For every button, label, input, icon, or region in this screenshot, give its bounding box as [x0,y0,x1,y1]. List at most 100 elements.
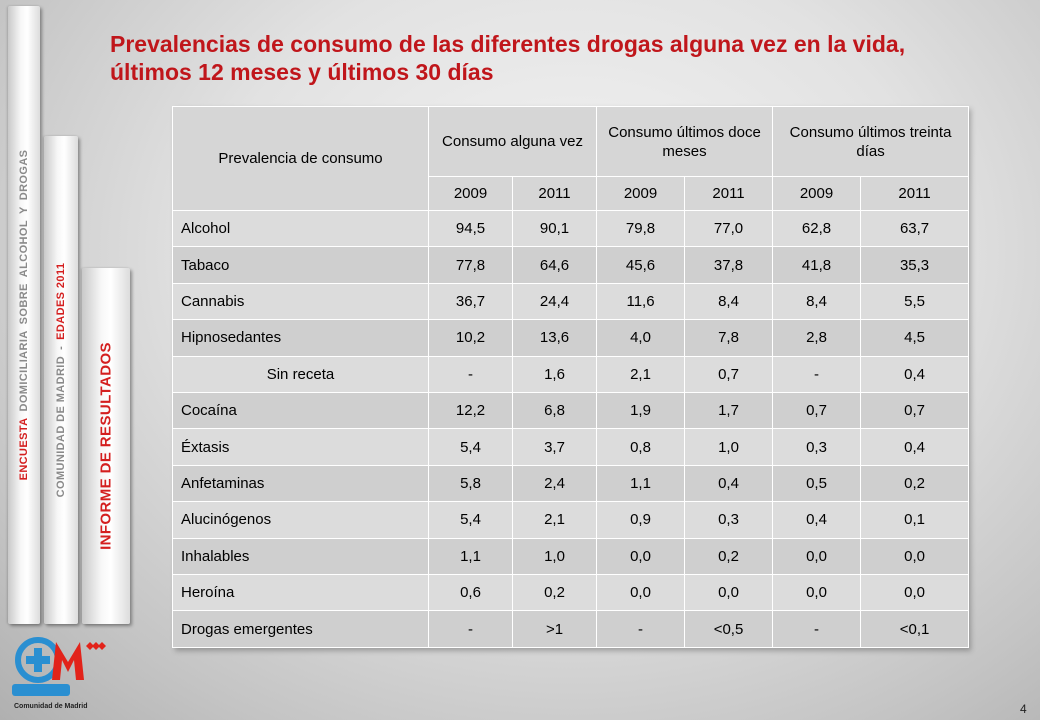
table-cell: 1,1 [596,464,686,503]
table-cell: 5,4 [428,428,513,466]
table-row: Anfetaminas 5,8 2,4 1,1 0,4 0,5 0,2 [172,464,970,503]
table-cell: <0,5 [684,610,774,648]
table-cell: 1,9 [596,392,686,430]
table-cell: 0,0 [772,537,862,576]
table-cell: 77,0 [684,209,774,248]
table-cell: 0,4 [860,428,970,466]
survey-word: SOBRE [18,283,30,325]
row-label: Tabaco [172,246,429,284]
table-cell: 2,1 [511,501,598,539]
table-cell: 94,5 [428,209,513,248]
prevalence-table-container: Prevalencia de consumo Consumo alguna vez… [172,106,970,648]
survey-word: DOMICILIARIA [18,330,30,412]
year-header: 2009 [772,176,862,211]
table-cell: 35,3 [860,246,970,284]
table-row: Éxtasis 5,4 3,7 0,8 1,0 0,3 0,4 [172,428,970,466]
survey-word: DROGAS [18,149,30,201]
prevalence-table: Prevalencia de consumo Consumo alguna vez… [172,106,970,648]
salud-madrid-logo [12,636,116,700]
table-cell: 12,2 [428,392,513,430]
table-cell: 0,2 [684,537,774,576]
table-cell: 2,4 [511,464,598,503]
salud-madrid-logo-icon [12,637,106,696]
table-cell: 0,3 [772,428,862,466]
page-number: 4 [1020,702,1027,716]
table-cell: 0,7 [772,392,862,430]
table-cell: 0,9 [596,501,686,539]
table-row: Cocaína 12,2 6,8 1,9 1,7 0,7 0,7 [172,392,970,430]
table-cell: 0,0 [860,574,970,612]
table-cell: 0,7 [860,392,970,430]
row-label: Hipnosedantes [172,319,429,357]
year-header: 2011 [511,176,598,211]
row-label: Sin receta [172,355,429,394]
table-cell: - [772,610,862,648]
page-title: Prevalencias de consumo de las diferente… [110,31,906,85]
survey-title-vertical: ENCUESTA DOMICILIARIA SOBRE ALCOHOL Y DROGAS [18,150,30,481]
table-cell: 4,0 [596,319,686,357]
year-header: 2009 [428,176,513,211]
table-cell: 5,4 [428,501,513,539]
table-cell: 0,5 [772,464,862,503]
table-row: Heroína 0,6 0,2 0,0 0,0 0,0 0,0 [172,574,970,612]
row-label: Inhalables [172,537,429,576]
row-label: Éxtasis [172,428,429,466]
table-cell: 6,8 [511,392,598,430]
table-cell: 24,4 [511,282,598,321]
table-cell: 0,2 [860,464,970,503]
table-cell: 36,7 [428,282,513,321]
separator: - [55,345,67,350]
row-label: Drogas emergentes [172,610,429,648]
table-row: Cannabis 36,7 24,4 11,6 8,4 8,4 5,5 [172,282,970,321]
row-label: Cocaína [172,392,429,430]
table-cell: 64,6 [511,246,598,284]
table-cell: 0,6 [428,574,513,612]
sidebar-tab-report: INFORME DE RESULTADOS [82,268,130,624]
table-cell: 0,8 [596,428,686,466]
table-cell: - [428,355,513,394]
table-cell: 37,8 [684,246,774,284]
table-cell: 3,7 [511,428,598,466]
table-cell: 0,0 [596,537,686,576]
sidebar-tab-community: COMUNIDAD DE MADRID - EDADES 2011 [44,136,78,624]
table-cell: 2,8 [772,319,862,357]
table-cell: 0,0 [860,537,970,576]
corner-header: Prevalencia de consumo [172,106,429,211]
table-row: Hipnosedantes 10,2 13,6 4,0 7,8 2,8 4,5 [172,319,970,357]
table-cell: 0,4 [684,464,774,503]
table-row: Tabaco 77,8 64,6 45,6 37,8 41,8 35,3 [172,246,970,284]
table-cell: 1,6 [511,355,598,394]
table-cell: 90,1 [511,209,598,248]
table-cell: 0,4 [860,355,970,394]
table-cell: 0,0 [684,574,774,612]
table-cell: 0,3 [684,501,774,539]
table-cell: 0,4 [772,501,862,539]
row-label: Anfetaminas [172,464,429,503]
table-cell: 0,1 [860,501,970,539]
group-header: Consumo últimos treinta días [772,106,970,177]
table-row: Drogas emergentes - >1- <0,5- <0,1 [172,610,970,648]
year-header-row: 2009 2011 2009 2011 2009 2011 [173,176,970,211]
table-cell: 63,7 [860,209,970,248]
table-cell: 1,7 [684,392,774,430]
table-cell: 8,4 [772,282,862,321]
year-header: 2011 [684,176,774,211]
group-header-row: Prevalencia de consumo Consumo alguna vez… [172,106,970,211]
madrid-caption: Comunidad de Madrid [14,703,88,710]
row-label: Alcohol [172,209,429,248]
report-label-vertical: INFORME DE RESULTADOS [97,342,115,550]
table-cell: - [772,355,862,394]
table-cell: 1,0 [511,537,598,576]
table-cell: 8,4 [684,282,774,321]
table-cell: 62,8 [772,209,862,248]
table-cell: - [428,610,513,648]
sidebar-tab-survey: ENCUESTA DOMICILIARIA SOBRE ALCOHOL Y DROGAS [8,6,40,624]
table-cell: 1,1 [428,537,513,576]
row-label: Cannabis [172,282,429,321]
table-cell: 10,2 [428,319,513,357]
community-label: COMUNIDAD DE MADRID [55,355,67,498]
survey-word: Y [18,206,30,215]
table-cell: 0,0 [772,574,862,612]
table-cell: 41,8 [772,246,862,284]
table-cell: <0,1 [860,610,970,648]
